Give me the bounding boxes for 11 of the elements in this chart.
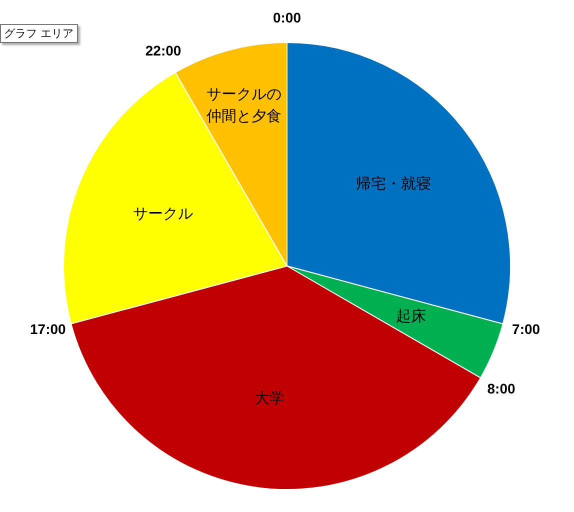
- text: 0:00: [272, 9, 302, 26]
- text: 7:00: [512, 320, 540, 337]
- slice-label: サークルの仲間と夕食: [206, 85, 282, 126]
- slice-label: 起床: [396, 307, 426, 326]
- text: 8:00: [487, 380, 516, 397]
- slice-label: サークル: [133, 204, 194, 223]
- slice-label: 大学: [254, 388, 284, 407]
- slice-label: 帰宅・就寝: [356, 174, 431, 192]
- text: グラフ エリア: [0, 24, 78, 43]
- text: 22:00: [145, 42, 182, 58]
- text: 17:00: [30, 320, 66, 337]
